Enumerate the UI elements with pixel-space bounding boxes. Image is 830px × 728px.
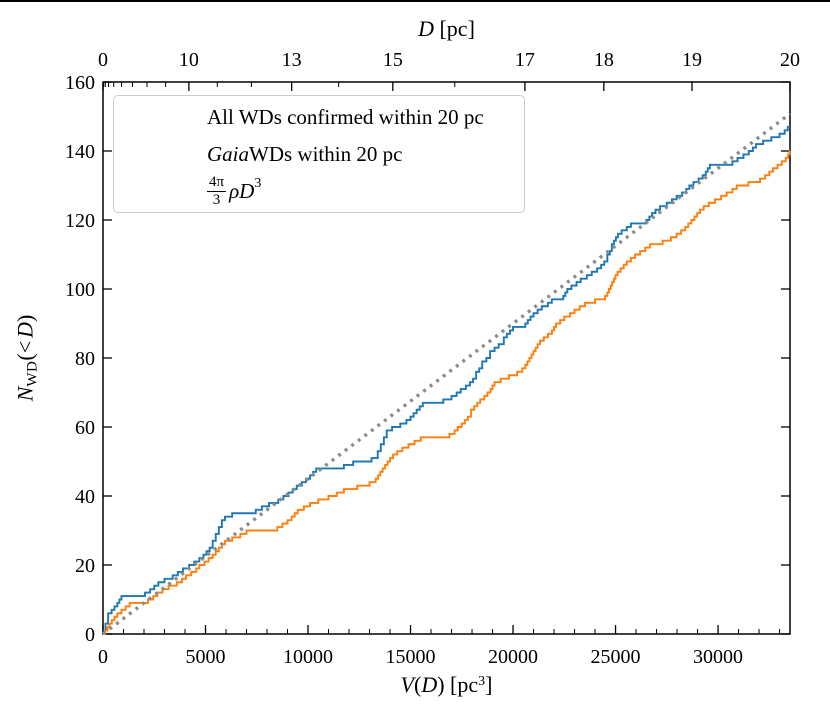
- y-tick-label: 100: [65, 279, 95, 301]
- x-tick-label: 20000: [488, 646, 538, 668]
- top-axis-title: D [pc]: [103, 16, 790, 42]
- top-tick-label: 13: [282, 49, 302, 71]
- top-tick-label: 17: [515, 49, 535, 71]
- density-law-denominator: 3: [212, 191, 221, 208]
- y-axis-title-sub: WD: [24, 360, 41, 387]
- y-tick-label: 20: [75, 555, 95, 577]
- density-law-body: ρD: [229, 178, 255, 203]
- y-tick-label: 160: [65, 72, 95, 94]
- data-series: [103, 125, 791, 635]
- y-tick-label: 60: [75, 417, 95, 439]
- legend-label-all-wds: All WDs confirmed within 20 pc: [207, 104, 484, 129]
- density-law-numerator: 4π: [207, 174, 227, 192]
- x-tick-label: 15000: [386, 646, 436, 668]
- series-gaia-wds-line: [103, 150, 791, 635]
- x-axis-title: V(D) [pc3]: [103, 672, 790, 698]
- top-axis-ticks: 0 10 13 15 17 18 19 20: [98, 49, 800, 91]
- y-tick-label: 80: [75, 348, 95, 370]
- y-axis-title: NWD(< D): [13, 315, 42, 402]
- x-tick-label: 0: [98, 646, 108, 668]
- y-axis-title-paren: (<: [12, 340, 38, 361]
- legend-item-all-wds: All WDs confirmed within 20 pc: [126, 99, 524, 136]
- y-tick-label: 140: [65, 141, 95, 163]
- x-axis-title-p1: (: [413, 672, 422, 697]
- x-tick-label: 30000: [693, 646, 743, 668]
- top-axis-title-d: D: [418, 16, 434, 41]
- x-tick-label: 25000: [591, 646, 641, 668]
- legend-label-gaia-wds: Gaia WDs within 20 pc: [207, 142, 402, 167]
- x-axis-title-d: D: [421, 672, 438, 697]
- legend-item-gaia-wds: Gaia WDs within 20 pc: [126, 136, 524, 173]
- x-axis-bottom-ticks: 0 5000 10000 15000 20000 25000 30000: [98, 625, 781, 668]
- top-tick-label: 0: [98, 49, 108, 71]
- top-tick-label: 10: [179, 49, 199, 71]
- y-axis-title-n: N: [12, 386, 38, 402]
- legend-box: All WDs confirmed within 20 pc Gaia WDs …: [113, 95, 525, 213]
- top-tick-label: 18: [594, 49, 614, 71]
- y-tick-label: 0: [85, 624, 95, 646]
- y-tick-label: 120: [65, 210, 95, 232]
- legend-item-density-law: 4π 3 ρD 3: [126, 173, 524, 210]
- y-axis-ticks: 0 20 40 60 80 100 120 140 160: [65, 72, 790, 646]
- top-axis-title-unit: [pc]: [433, 16, 475, 41]
- x-axis-title-exp: 3: [478, 674, 486, 689]
- x-axis-title-p3: ]: [485, 672, 493, 697]
- legend-label-gaia-rest: WDs within 20 pc: [249, 141, 403, 166]
- x-tick-label: 10000: [283, 646, 333, 668]
- x-axis-title-p2: ) [pc: [437, 672, 479, 697]
- density-law-fraction: 4π 3: [207, 174, 227, 208]
- density-law-exponent: 3: [254, 176, 262, 191]
- series-all-wds-line: [103, 125, 790, 635]
- legend-label-gaia-italic: Gaia: [207, 141, 249, 166]
- top-tick-label: 15: [383, 49, 403, 71]
- y-tick-label: 40: [75, 486, 95, 508]
- top-tick-label: 20: [780, 49, 800, 71]
- top-tick-label: 19: [682, 49, 702, 71]
- x-tick-label: 5000: [186, 646, 226, 668]
- x-axis-title-v: V: [400, 672, 414, 697]
- y-axis-title-close: ): [12, 314, 38, 323]
- page-top-rule: [0, 0, 830, 2]
- legend-label-density-law: 4π 3 ρD 3: [207, 174, 261, 208]
- y-axis-title-d: D: [12, 322, 38, 338]
